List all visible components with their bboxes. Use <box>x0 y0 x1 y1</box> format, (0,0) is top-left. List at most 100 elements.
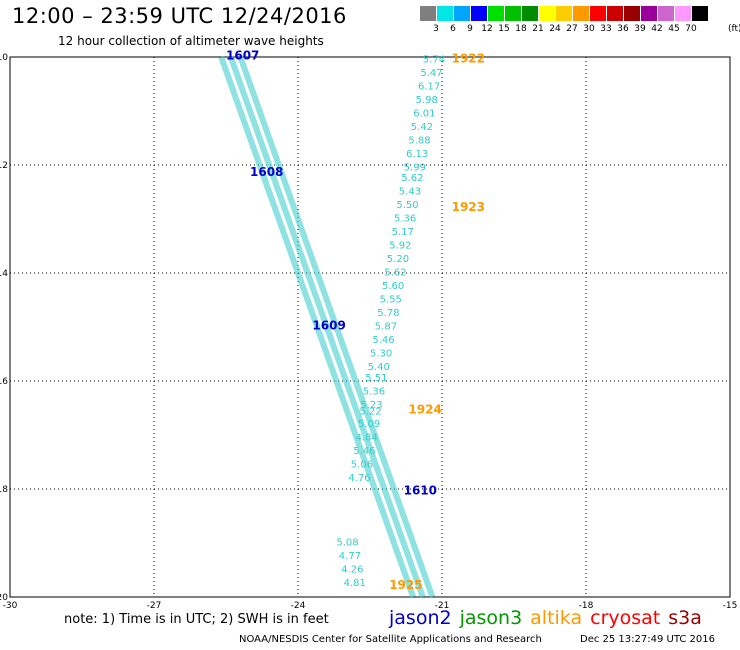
legend-swatch <box>488 6 505 21</box>
wave-height-value: 6.01 <box>413 108 435 119</box>
wave-height-value: 5.99 <box>404 162 426 173</box>
legend-label: 45 <box>668 24 680 34</box>
legend-swatch <box>641 6 658 21</box>
legend-swatch <box>573 6 590 21</box>
wave-height-value: 4.26 <box>341 565 363 576</box>
satellite-legend-altika: altika <box>530 607 583 629</box>
pass-time-label: 1610 <box>404 483 437 497</box>
wave-height-value: 4.84 <box>356 432 378 443</box>
legend-label: 42 <box>651 24 663 34</box>
wave-height-value: 4.81 <box>344 578 366 589</box>
lat-tick-label: -10 <box>0 53 8 63</box>
wave-height-value: 5.36 <box>394 214 416 225</box>
legend-swatch <box>675 6 692 21</box>
wave-height-value: 5.87 <box>375 322 397 333</box>
legend-swatch <box>471 6 488 21</box>
wave-height-value: 5.98 <box>416 95 438 106</box>
legend-label: 12 <box>481 24 493 34</box>
legend-swatch <box>437 6 454 21</box>
legend-swatch <box>607 6 624 21</box>
pass-time-label: 1608 <box>250 165 283 179</box>
legend-label: 9 <box>467 24 473 34</box>
page-title: 12:00 – 23:59 UTC 12/24/2016 <box>12 4 347 28</box>
lon-tick-label: -27 <box>147 601 162 611</box>
wave-height-value: 5.60 <box>382 281 404 292</box>
wave-height-value: 5.42 <box>411 122 433 133</box>
wave-height-value: 5.43 <box>399 187 421 198</box>
generated-timestamp: Dec 25 13:27:49 UTC 2016 <box>580 634 715 645</box>
units-note: note: 1) Time is in UTC; 2) SWH is in fe… <box>64 612 329 627</box>
legend-label: 21 <box>532 24 544 34</box>
wave-height-value: 5.22 <box>359 406 381 417</box>
legend-label: 6 <box>450 24 456 34</box>
lon-tick-label: -21 <box>435 601 450 611</box>
legend-label: 15 <box>498 24 510 34</box>
pass-time-label: 1923 <box>452 200 485 214</box>
wave-height-value: 5.36 <box>363 387 385 398</box>
legend-swatch <box>692 6 709 21</box>
wave-height-value: 5.62 <box>401 173 423 184</box>
legend-label: 70 <box>685 24 697 34</box>
satellite-legend: jason2 jason3 altika cryosat s3a <box>389 607 710 629</box>
wave-height-value: 5.51 <box>365 373 387 384</box>
lon-tick-label: -18 <box>579 601 594 611</box>
altimeter-swath <box>227 55 426 599</box>
legend-swatch <box>454 6 471 21</box>
wave-height-value: 5.46 <box>353 446 375 457</box>
wave-height-value: 6.17 <box>418 81 440 92</box>
page-subtitle: 12 hour collection of altimeter wave hei… <box>58 34 324 48</box>
wave-height-value: 5.88 <box>408 135 430 146</box>
wave-height-value: 5.20 <box>387 254 409 265</box>
wave-height-value: 5.17 <box>392 227 414 238</box>
map-frame <box>9 56 731 598</box>
pass-time-label: 1922 <box>452 51 485 65</box>
wave-height-value: 5.47 <box>420 68 442 79</box>
lon-tick-label: -24 <box>291 601 306 611</box>
altimeter-swath <box>237 55 436 599</box>
legend-swatch <box>624 6 641 21</box>
legend-swatch <box>539 6 556 21</box>
legend-swatch <box>420 6 437 21</box>
legend-label: 33 <box>600 24 612 34</box>
wave-height-value: 5.30 <box>370 349 392 360</box>
lat-tick-label: -18 <box>0 485 8 495</box>
satellite-legend-cryosat: cryosat <box>590 607 661 629</box>
lat-tick-label: -12 <box>0 161 8 171</box>
wave-height-value: 5.46 <box>372 335 394 346</box>
altimeter-swath <box>218 55 417 599</box>
wave-height-value: 5.09 <box>358 419 380 430</box>
wave-height-value: 5.62 <box>384 268 406 279</box>
wave-height-value: 4.77 <box>339 551 361 562</box>
lat-tick-label: -14 <box>0 269 8 279</box>
legend-label: 36 <box>617 24 629 34</box>
legend-label: 3 <box>433 24 439 34</box>
wave-height-value: 5.40 <box>368 362 390 373</box>
wave-height-value: 5.50 <box>396 200 418 211</box>
legend-label: 30 <box>583 24 595 34</box>
legend-swatch <box>505 6 522 21</box>
credit-text: NOAA/NESDIS Center for Satellite Applica… <box>239 634 542 645</box>
satellite-legend-s3a: s3a <box>668 607 702 629</box>
wave-height-value: 5.55 <box>380 295 402 306</box>
wave-height-value: 5.06 <box>351 459 373 470</box>
legend-swatch <box>556 6 573 21</box>
wave-height-value: 4.76 <box>348 473 370 484</box>
wave-height-value: 5.78 <box>377 308 399 319</box>
satellite-legend-jason3: jason3 <box>459 607 523 629</box>
legend-label: 18 <box>515 24 527 34</box>
wave-height-value: 5.74 <box>423 54 445 65</box>
pass-time-label: 1609 <box>312 319 345 333</box>
lat-tick-label: -20 <box>0 593 8 603</box>
wave-height-value: 5.23 <box>360 400 382 411</box>
legend-label: 27 <box>566 24 578 34</box>
lat-tick-label: -16 <box>0 377 8 387</box>
wave-height-value: 5.92 <box>389 241 411 252</box>
satellite-legend-jason2: jason2 <box>389 607 452 629</box>
legend-unit: (ft) <box>728 24 740 34</box>
lon-tick-label: -15 <box>723 601 738 611</box>
wave-height-value: 5.08 <box>336 538 358 549</box>
wave-height-value: 6.13 <box>406 149 428 160</box>
legend-label: 39 <box>634 24 646 34</box>
pass-time-label: 1924 <box>408 402 441 416</box>
